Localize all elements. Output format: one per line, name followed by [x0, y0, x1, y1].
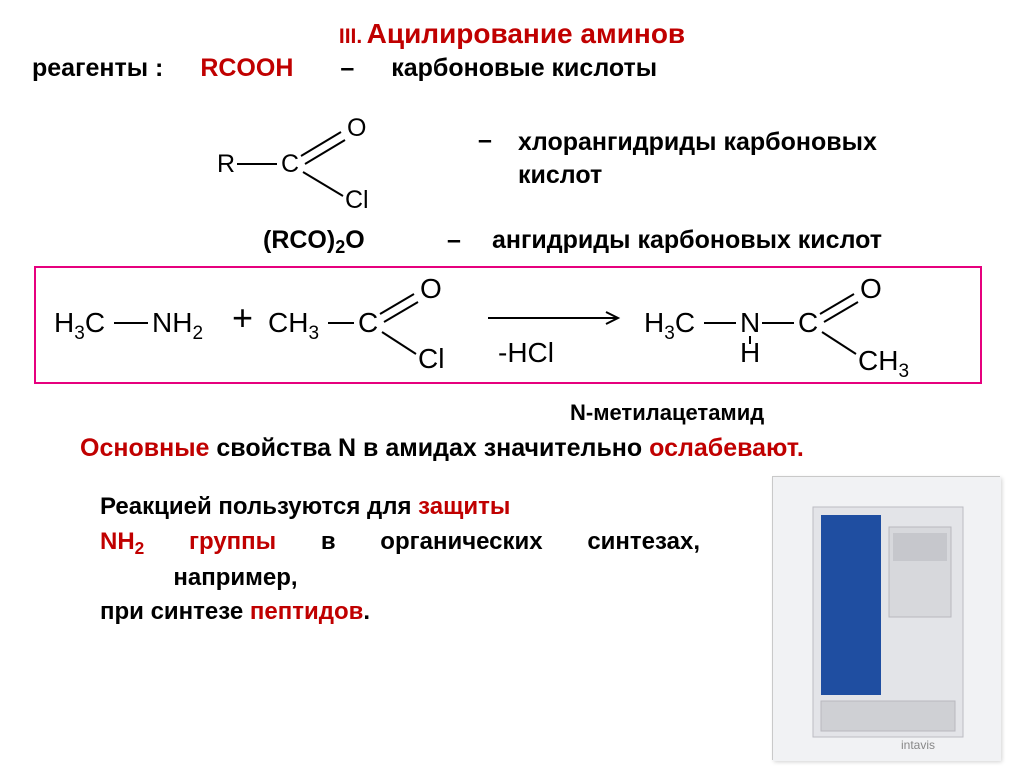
byproduct-hcl: -HCl [498, 337, 554, 368]
title-roman: III. [339, 25, 362, 48]
product-c: C [798, 307, 818, 338]
bond-reagent2-co2 [384, 302, 418, 322]
atom-o: O [347, 114, 366, 142]
usage-line-4: при синтезе пептидов. [100, 595, 700, 630]
bond-product-cch3 [822, 332, 856, 354]
product-ch3: CH3 [858, 345, 909, 382]
acyl-chloride-structure: R C O Cl [195, 112, 405, 225]
bond-c-cl [303, 172, 343, 196]
reaction-scheme-box: H3C NH2 + CH3 C O Cl -HCl H3C N H C O CH… [34, 266, 982, 384]
bond-product-co1 [820, 294, 854, 314]
rcooh-formula: RCOOH [200, 54, 293, 82]
carboxylic-acids-label: карбоновые кислоты [391, 54, 657, 82]
reagent2-o: O [420, 273, 442, 304]
bond-c-o-2 [305, 140, 345, 164]
usage-line-1: Реакцией пользуются для защиты [100, 490, 700, 525]
acyl-chloride-label: хлорангидриды карбоновых кислот [518, 126, 877, 191]
bond-reagent2-co1 [380, 294, 414, 314]
slide-title: III. Ацилирование аминов [0, 18, 1024, 50]
product-n: N [740, 307, 760, 338]
reagent2-ch3: CH3 [268, 307, 319, 344]
dash-3: – [447, 226, 461, 255]
bond-c-o-1 [301, 132, 341, 156]
reagents-line: реагенты : RCOOH – карбоновые кислоты [32, 54, 657, 83]
product-name: N-метилацетамид [570, 400, 764, 426]
reaction-scheme: H3C NH2 + CH3 C O Cl -HCl H3C N H C O CH… [36, 268, 980, 382]
reagent1-nh2: NH2 [152, 307, 203, 344]
equipment-svg: intavis [773, 477, 1001, 761]
reagent1-h3c: H3C [54, 307, 105, 344]
device-logo: intavis [901, 738, 935, 752]
usage-text: Реакцией пользуются для защиты NH2 групп… [100, 490, 700, 630]
reagent2-cl: Cl [418, 343, 444, 374]
property-word-1: Основные [80, 434, 209, 462]
acyl-chloride-label-l2: кислот [518, 161, 602, 189]
acyl-chloride-label-l1: хлорангидриды карбоновых [518, 128, 877, 156]
product-o: O [860, 273, 882, 304]
bond-reagent2-ccl [382, 332, 416, 354]
dash-1: – [340, 54, 354, 82]
property-statement: Основные свойства N в амидах значительно… [80, 434, 804, 463]
property-middle: свойства N в амидах значительно [209, 434, 649, 462]
atom-cl: Cl [345, 186, 369, 214]
usage-line-3: например, [100, 561, 700, 596]
title-text: Ацилирование аминов [367, 18, 685, 49]
product-h3c: H3C [644, 307, 695, 344]
equipment-photo: intavis [772, 476, 1000, 760]
atom-r: R [217, 150, 235, 178]
acyl-chloride-svg: R C O Cl [195, 112, 405, 220]
device-blue-panel [821, 515, 881, 695]
device-base [821, 701, 955, 731]
usage-line-2: NH2 группы в органических синтезах, [100, 525, 700, 561]
reagents-label: реагенты : [32, 54, 163, 82]
property-word-2: ослабевают. [649, 434, 804, 462]
dash-2: – [478, 126, 492, 155]
bond-product-co2 [824, 302, 858, 322]
reagent2-c: C [358, 307, 378, 338]
anhydride-label: ангидриды карбоновых кислот [492, 226, 882, 255]
atom-c: C [281, 150, 299, 178]
plus-sign: + [232, 297, 253, 338]
anhydride-formula: (RCO)2O [263, 226, 365, 258]
